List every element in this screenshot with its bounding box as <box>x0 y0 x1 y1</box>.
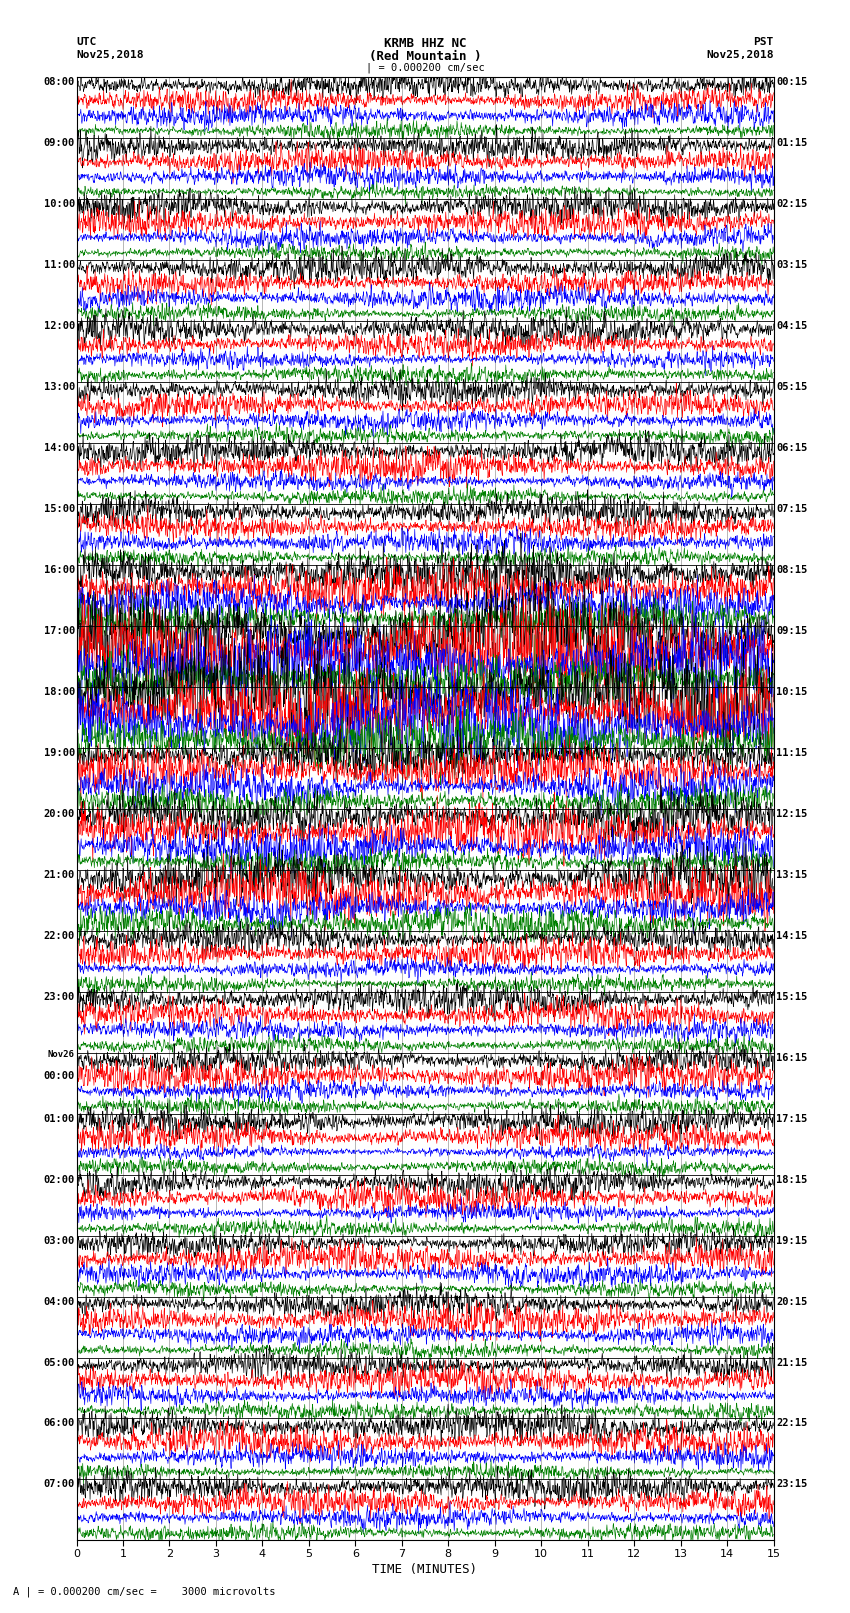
Text: 10:15: 10:15 <box>776 687 808 697</box>
Text: | = 0.000200 cm/sec: | = 0.000200 cm/sec <box>366 63 484 74</box>
Text: 18:15: 18:15 <box>776 1174 808 1184</box>
Text: Nov26: Nov26 <box>48 1050 75 1058</box>
Text: 02:00: 02:00 <box>43 1174 75 1184</box>
Text: 02:15: 02:15 <box>776 200 808 210</box>
Text: 20:15: 20:15 <box>776 1297 808 1307</box>
Text: 17:00: 17:00 <box>43 626 75 636</box>
Text: 07:00: 07:00 <box>43 1479 75 1489</box>
Text: 04:15: 04:15 <box>776 321 808 331</box>
Text: 07:15: 07:15 <box>776 505 808 515</box>
Text: 03:00: 03:00 <box>43 1236 75 1245</box>
Text: 05:15: 05:15 <box>776 382 808 392</box>
Text: 09:15: 09:15 <box>776 626 808 636</box>
Text: 11:00: 11:00 <box>43 260 75 271</box>
Text: 21:00: 21:00 <box>43 869 75 879</box>
Text: 09:00: 09:00 <box>43 139 75 148</box>
Text: 22:15: 22:15 <box>776 1418 808 1429</box>
Text: 18:00: 18:00 <box>43 687 75 697</box>
Text: 13:15: 13:15 <box>776 869 808 879</box>
Text: 08:00: 08:00 <box>43 77 75 87</box>
Text: 00:00: 00:00 <box>43 1071 75 1081</box>
Text: 14:00: 14:00 <box>43 444 75 453</box>
Text: 19:15: 19:15 <box>776 1236 808 1245</box>
Text: 15:00: 15:00 <box>43 505 75 515</box>
Text: 10:00: 10:00 <box>43 200 75 210</box>
Text: 08:15: 08:15 <box>776 565 808 576</box>
Text: 16:15: 16:15 <box>776 1053 808 1063</box>
Text: 12:00: 12:00 <box>43 321 75 331</box>
Text: 06:15: 06:15 <box>776 444 808 453</box>
Text: 05:00: 05:00 <box>43 1358 75 1368</box>
Text: PST: PST <box>753 37 774 47</box>
Text: 04:00: 04:00 <box>43 1297 75 1307</box>
Text: 15:15: 15:15 <box>776 992 808 1002</box>
Text: 23:00: 23:00 <box>43 992 75 1002</box>
Text: Nov25,2018: Nov25,2018 <box>706 50 774 60</box>
Text: 17:15: 17:15 <box>776 1113 808 1124</box>
Text: 00:15: 00:15 <box>776 77 808 87</box>
Text: 01:00: 01:00 <box>43 1113 75 1124</box>
Text: 19:00: 19:00 <box>43 748 75 758</box>
Text: 06:00: 06:00 <box>43 1418 75 1429</box>
Text: 13:00: 13:00 <box>43 382 75 392</box>
Text: (Red Mountain ): (Red Mountain ) <box>369 50 481 63</box>
Text: 12:15: 12:15 <box>776 808 808 819</box>
Text: UTC: UTC <box>76 37 97 47</box>
Text: A | = 0.000200 cm/sec =    3000 microvolts: A | = 0.000200 cm/sec = 3000 microvolts <box>13 1586 275 1597</box>
Text: 21:15: 21:15 <box>776 1358 808 1368</box>
Text: Nov25,2018: Nov25,2018 <box>76 50 144 60</box>
Text: 16:00: 16:00 <box>43 565 75 576</box>
X-axis label: TIME (MINUTES): TIME (MINUTES) <box>372 1563 478 1576</box>
Text: 14:15: 14:15 <box>776 931 808 940</box>
Text: 01:15: 01:15 <box>776 139 808 148</box>
Text: 22:00: 22:00 <box>43 931 75 940</box>
Text: 23:15: 23:15 <box>776 1479 808 1489</box>
Text: 20:00: 20:00 <box>43 808 75 819</box>
Text: 03:15: 03:15 <box>776 260 808 271</box>
Text: 11:15: 11:15 <box>776 748 808 758</box>
Text: KRMB HHZ NC: KRMB HHZ NC <box>383 37 467 50</box>
